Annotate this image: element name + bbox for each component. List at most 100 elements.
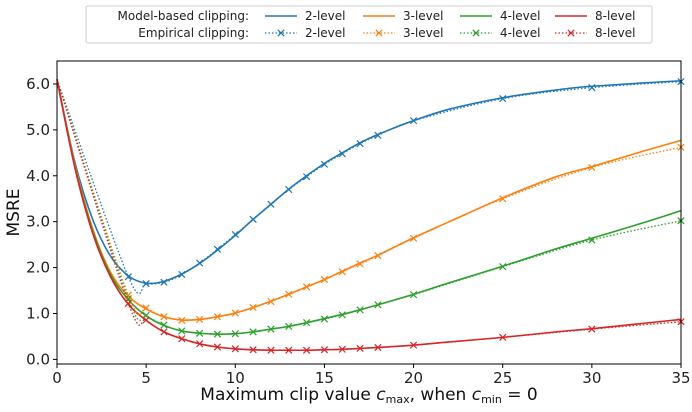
line-empirical-8-level xyxy=(56,79,682,351)
legend-label: 2-level xyxy=(305,26,346,40)
marker-8-level xyxy=(499,333,507,341)
legend-label: 2-level xyxy=(305,9,346,23)
y-tick-label: 5.0 xyxy=(26,121,50,139)
legend-row-label-empirical: Empirical clipping: xyxy=(138,26,249,40)
marker-4-level xyxy=(196,329,204,337)
marker-3-level xyxy=(196,315,204,324)
x-tick-label: 35 xyxy=(671,369,690,387)
marker-2-level xyxy=(160,278,168,286)
series-empirical-3-level xyxy=(56,79,685,325)
marker-2-level xyxy=(231,230,239,239)
series-model-4-level xyxy=(56,79,682,335)
marker-4-level xyxy=(213,330,222,338)
marker-8-level xyxy=(196,340,204,348)
marker-4-level xyxy=(338,311,346,319)
marker-3-level xyxy=(588,163,596,172)
marker-4-level xyxy=(160,321,168,329)
series-empirical-8-level xyxy=(56,79,685,354)
line-empirical-4-level xyxy=(56,79,682,335)
y-tick-label: 3.0 xyxy=(26,213,50,231)
marker-4-level xyxy=(178,327,186,335)
x-axis-label-max-sub: max xyxy=(386,393,410,406)
series-empirical-2-level xyxy=(56,78,685,295)
marker-8-level xyxy=(178,335,186,343)
legend-item-model-8-level: 8-level xyxy=(555,9,636,23)
marker-4-level xyxy=(320,315,329,323)
y-axis-ticks: 0.0 1.0 2.0 3.0 4.0 5.0 6.0 xyxy=(26,75,57,368)
line-empirical-2-level xyxy=(56,79,682,295)
series-model-2-level xyxy=(56,79,682,285)
marker-2-level xyxy=(267,200,275,208)
y-axis-label: MSRE xyxy=(4,188,24,236)
y-tick-label: 6.0 xyxy=(26,75,50,93)
x-axis-label-cmin: c xyxy=(472,385,482,405)
x-axis-label-cmax: c xyxy=(376,385,386,405)
marker-4-level xyxy=(302,319,311,327)
marker-2-level xyxy=(356,140,364,148)
marker-2-level xyxy=(588,84,596,92)
y-tick-label: 0.0 xyxy=(26,350,50,368)
legend-marker xyxy=(277,29,285,37)
marker-3-level xyxy=(338,268,346,276)
marker-2-level xyxy=(302,173,311,181)
marker-8-level xyxy=(588,325,596,333)
legend-label: 3-level xyxy=(403,9,444,23)
x-axis-label-min-sub: min xyxy=(481,393,502,406)
legend-item-empirical-8-level: 8-level xyxy=(555,26,636,40)
x-tick-label: 10 xyxy=(226,369,245,387)
marker-3-level xyxy=(356,260,364,268)
marker-2-level xyxy=(249,215,257,224)
x-tick-label: 30 xyxy=(582,369,601,387)
marker-8-level xyxy=(374,343,382,352)
marker-3-level xyxy=(267,297,275,306)
marker-8-level xyxy=(249,346,257,354)
legend-label: 4-level xyxy=(500,9,541,23)
legend-row-label-model: Model-based clipping: xyxy=(118,9,250,23)
marker-8-level xyxy=(160,328,168,336)
marker-8-level xyxy=(356,344,364,353)
x-axis-label-pre: Maximum clip value xyxy=(200,385,376,405)
marker-4-level xyxy=(409,291,418,299)
y-tick-label: 2.0 xyxy=(26,259,50,277)
marker-4-level xyxy=(356,306,364,314)
marker-8-level xyxy=(338,345,346,353)
x-tick-label: 0 xyxy=(52,369,62,387)
legend-box xyxy=(85,5,653,44)
x-tick-label: 15 xyxy=(315,369,334,387)
marker-2-level xyxy=(409,117,418,125)
legend-marker xyxy=(567,29,575,37)
marker-3-level xyxy=(499,195,507,203)
x-axis-label: Maximum clip value cmax, when cmin = 0 xyxy=(200,385,537,406)
marker-3-level xyxy=(285,290,293,298)
marker-2-level xyxy=(374,131,382,139)
marker-8-level xyxy=(320,346,329,354)
marker-3-level xyxy=(160,313,168,321)
marker-3-level xyxy=(249,303,257,312)
marker-3-level xyxy=(320,275,329,284)
marker-4-level xyxy=(374,301,382,309)
x-axis-label-when: , when xyxy=(410,385,472,405)
legend-item-model-3-level: 3-level xyxy=(363,9,444,23)
marker-8-level xyxy=(409,341,418,349)
marker-2-level xyxy=(213,245,222,253)
line-empirical-3-level xyxy=(56,79,682,322)
marker-2-level xyxy=(178,270,186,279)
series-empirical-4-level xyxy=(56,79,685,338)
y-tick-label: 1.0 xyxy=(26,305,50,323)
legend-item-model-4-level: 4-level xyxy=(460,9,541,23)
legend-marker xyxy=(375,29,383,37)
legend-entries: 2-level 2-level 3-level 3-level 4-level 4-lev… xyxy=(265,9,636,40)
legend-item-empirical-2-level: 2-level xyxy=(265,26,346,40)
legend-label: 3-level xyxy=(403,26,444,40)
line-model-2-level xyxy=(56,79,682,285)
marker-2-level xyxy=(196,259,204,267)
marker-3-level xyxy=(142,304,150,312)
x-tick-label: 20 xyxy=(404,369,423,387)
marker-8-level xyxy=(124,299,132,308)
plot-area: 0 5 10 15 20 25 30 35 0.0 1.0 2.0 3.0 4.0 5.0 6.0 xyxy=(26,60,691,387)
marker-4-level xyxy=(588,236,596,244)
marker-2-level xyxy=(285,185,293,194)
marker-2-level xyxy=(124,273,132,281)
legend-label: 8-level xyxy=(595,9,636,23)
